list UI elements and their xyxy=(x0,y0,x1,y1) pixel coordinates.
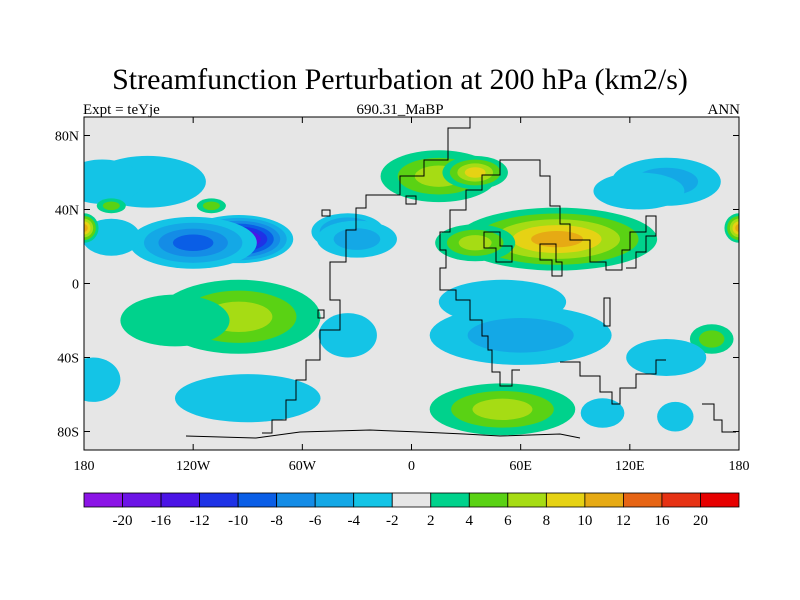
colorbar-swatch-5 xyxy=(276,492,316,508)
contour-fill-28-2 xyxy=(472,398,533,420)
contour-fill-11-0 xyxy=(120,294,230,347)
run-label: 690.31_MaBP xyxy=(356,102,444,118)
contour-fill-29-0 xyxy=(580,398,625,428)
experiment-label: Expt = teYje xyxy=(83,102,160,118)
contour-fill-27-0 xyxy=(626,339,707,376)
contour-fill-26-1 xyxy=(698,330,725,348)
colorbar: -20 -16 -12 -10 -8 -6 -4 -2 2 4 6 8 10 12 16 20 xyxy=(83,492,740,529)
coastline-india xyxy=(539,243,563,277)
contour-fill-5-0 xyxy=(84,159,143,204)
colorbar-label-5: -6 xyxy=(309,513,322,529)
colorbar-label-12: 10 xyxy=(577,513,592,529)
x-tick-label-4: 60E xyxy=(509,459,532,474)
x-tick-label-2: 60W xyxy=(289,459,317,474)
colorbar-label-4: -8 xyxy=(270,513,283,529)
colorbar-label-11: 8 xyxy=(543,513,551,529)
coastline-antarctica xyxy=(185,429,581,439)
contour-fill-8-4 xyxy=(735,224,739,232)
contour-fill-20-2 xyxy=(458,235,492,251)
coastline-island-2 xyxy=(603,297,611,327)
x-tick-label-6: 180 xyxy=(729,459,750,474)
x-tick-label-5: 120E xyxy=(615,459,645,474)
colorbar-swatch-14 xyxy=(623,492,663,508)
colorbar-swatch-11 xyxy=(507,492,547,508)
y-tick-label-1: 40N xyxy=(55,204,79,219)
colorbar-label-10: 6 xyxy=(504,513,512,529)
colorbar-label-9: 4 xyxy=(466,513,474,529)
coastline-island-4 xyxy=(405,195,417,205)
colorbar-swatch-3 xyxy=(199,492,239,508)
contour-fill-7-4 xyxy=(84,224,88,232)
colorbar-label-2: -12 xyxy=(190,513,210,529)
colorbar-label-8: 2 xyxy=(427,513,435,529)
colorbar-swatch-2 xyxy=(160,492,200,508)
colorbar-swatch-1 xyxy=(122,492,162,508)
coastline-asia xyxy=(520,159,657,271)
coastline-arabia xyxy=(483,231,513,263)
colorbar-label-14: 16 xyxy=(654,513,670,529)
x-tick-label-3: 0 xyxy=(408,459,415,474)
y-tick-label-3: 40S xyxy=(57,352,79,367)
x-tick-label-0: 180 xyxy=(74,459,95,474)
colorbar-label-0: -20 xyxy=(113,513,133,529)
contour-fill-13-0 xyxy=(174,374,321,423)
colorbar-label-15: 20 xyxy=(693,513,708,529)
colorbar-swatch-0 xyxy=(83,492,123,508)
y-tick-label-2: 0 xyxy=(72,278,79,293)
y-tick-label-4: 80S xyxy=(57,426,79,441)
coastline-australia xyxy=(560,359,666,405)
coastline-nz xyxy=(702,403,736,433)
colorbar-label-1: -16 xyxy=(151,513,171,529)
coastline-island-3 xyxy=(321,209,331,217)
y-tick-label-0: 80N xyxy=(55,130,79,145)
coastlines xyxy=(185,117,736,439)
colorbar-label-13: 12 xyxy=(616,513,631,529)
contour-fill-14-0 xyxy=(318,313,377,358)
coastline-island-1 xyxy=(317,309,325,319)
colorbar-swatch-10 xyxy=(468,492,509,508)
chart-title: Streamfunction Perturbation at 200 hPa (… xyxy=(112,63,688,96)
colorbar-swatch-4 xyxy=(237,492,278,508)
contour-fill-1-3 xyxy=(172,234,214,252)
contour-fill-23-1 xyxy=(467,318,574,353)
contour-fill-25-0 xyxy=(593,172,685,210)
colorbar-label-6: -4 xyxy=(347,513,360,529)
contour-fill-19-4 xyxy=(531,230,583,248)
season-label: ANN xyxy=(707,102,741,118)
colorbar-swatch-15 xyxy=(661,492,701,508)
colorbar-swatch-9 xyxy=(430,492,470,508)
contour-fill-16-3 xyxy=(464,167,486,178)
contour-fill-17-1 xyxy=(202,201,220,211)
contour-fills xyxy=(84,150,739,436)
axes: 180 120W 60W 0 60E 120E 180 80N 40N 0 40S 80S xyxy=(55,117,750,474)
colorbar-swatch-13 xyxy=(584,492,624,508)
colorbar-swatch-8 xyxy=(391,492,432,508)
coastline-americas xyxy=(262,117,471,434)
colorbar-label-3: -10 xyxy=(228,513,248,529)
colorbar-swatch-7 xyxy=(353,492,393,508)
contour-fill-12-0 xyxy=(84,357,121,402)
colorbar-swatch-16 xyxy=(700,492,740,508)
coastline-europe-africa xyxy=(439,159,520,387)
contour-fill-30-0 xyxy=(657,401,694,432)
colorbar-swatch-12 xyxy=(545,492,586,508)
contour-fill-3-1 xyxy=(333,228,381,250)
colorbar-label-7: -2 xyxy=(386,513,399,529)
contour-fill-31-1 xyxy=(102,201,120,211)
x-tick-label-1: 120W xyxy=(176,459,211,474)
colorbar-swatch-6 xyxy=(314,492,355,508)
